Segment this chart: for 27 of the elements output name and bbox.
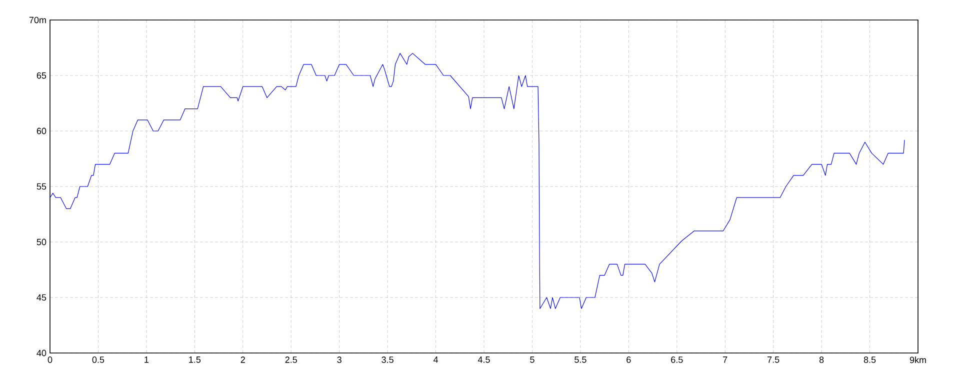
x-tick-label: 5.5: [574, 356, 586, 363]
x-tick-label: 0.5: [92, 356, 104, 363]
x-tick-label: 2.5: [285, 356, 297, 363]
x-tick-label: 1.5: [189, 356, 201, 363]
y-tick-label: 55: [36, 183, 46, 190]
x-tick-label: 0: [48, 356, 52, 363]
y-tick-label: 50: [36, 238, 46, 246]
y-tick-label: 45: [36, 294, 46, 301]
x-tick-label: 7.5: [768, 356, 780, 363]
x-tick-label: 6.5: [671, 356, 683, 363]
x-tick-label: 8.5: [864, 356, 876, 363]
x-tick-label: 3: [337, 356, 342, 363]
y-tick-label: 60: [36, 128, 46, 134]
x-tick-label: 4: [433, 356, 438, 363]
y-tick-label: 70m: [29, 16, 46, 24]
x-tick-label: 9km: [910, 356, 926, 364]
x-tick-label: 5: [530, 356, 534, 363]
x-tick-label: 2: [240, 356, 245, 363]
x-tick-label: 7: [723, 356, 728, 363]
x-tick-label: 8: [819, 356, 824, 363]
x-tick-label: 4.5: [478, 356, 490, 363]
x-tick-label: 1: [144, 356, 149, 363]
y-tick-label: 40: [36, 350, 46, 356]
x-tick-label: 3.5: [382, 356, 394, 363]
line-series: [50, 53, 905, 309]
x-tick-label: 6: [626, 356, 631, 363]
y-tick-label: 65: [36, 72, 46, 79]
